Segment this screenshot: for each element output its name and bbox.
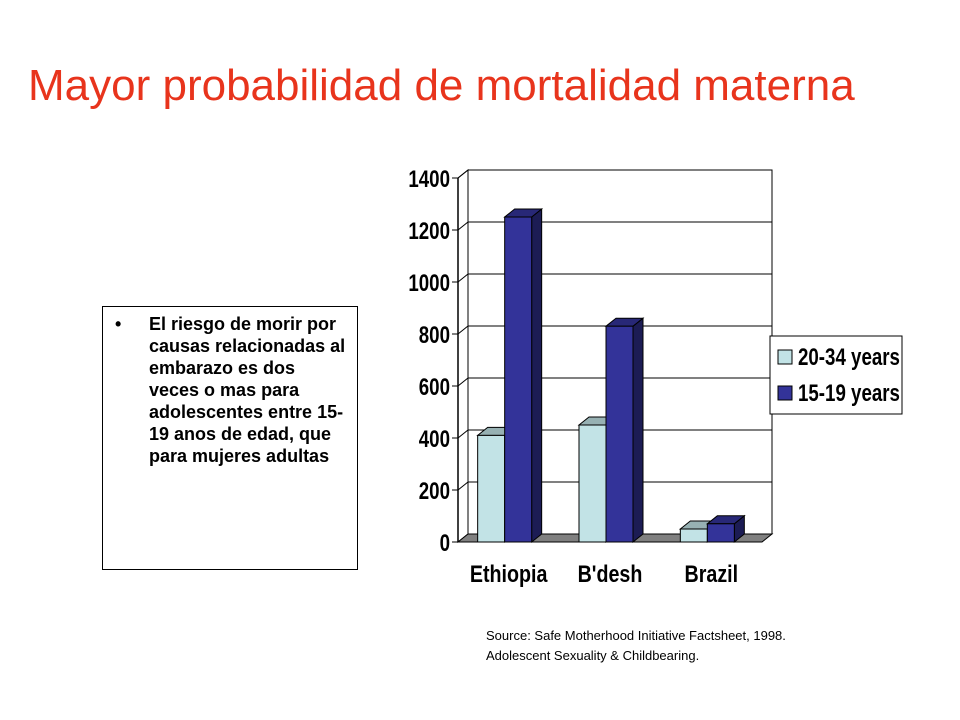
bar bbox=[605, 325, 634, 543]
bar bbox=[578, 424, 607, 543]
y-tick-label: 800 bbox=[419, 322, 450, 349]
source-line-2: Adolescent Sexuality & Childbearing. bbox=[486, 648, 700, 663]
bullet-item: • El riesgo de morir por causas relacion… bbox=[113, 313, 347, 467]
gridline bbox=[457, 429, 772, 439]
y-tick-label: 600 bbox=[419, 374, 450, 401]
legend-swatch bbox=[777, 349, 793, 365]
y-tick-label: 0 bbox=[440, 530, 450, 557]
x-category-label: Brazil bbox=[685, 560, 739, 587]
bar-side bbox=[531, 207, 543, 544]
x-category-label: B'desh bbox=[578, 560, 643, 587]
gridline bbox=[457, 325, 772, 335]
bullet-text-box: • El riesgo de morir por causas relacion… bbox=[102, 306, 358, 570]
bar-side bbox=[632, 317, 644, 544]
bar bbox=[679, 528, 708, 543]
bullet-text: El riesgo de morir por causas relacionad… bbox=[149, 314, 346, 466]
y-tick-label: 200 bbox=[419, 478, 450, 505]
bullet-symbol: • bbox=[115, 314, 122, 334]
source-citation: Source: Safe Motherhood Initiative Facts… bbox=[486, 626, 926, 666]
bar-chart: 0 200 400 600 800 1000 1200 1400 Ethiopia B'desh B… bbox=[408, 166, 903, 587]
y-tick-label: 1000 bbox=[408, 270, 450, 297]
bar bbox=[706, 523, 735, 543]
gridline bbox=[457, 169, 772, 179]
legend-label: 20-34 years bbox=[798, 344, 900, 371]
bar bbox=[504, 216, 533, 543]
y-tick-label: 1200 bbox=[408, 218, 450, 245]
x-category-label: Ethiopia bbox=[470, 560, 548, 587]
gridline bbox=[457, 481, 772, 491]
source-line-1: Source: Safe Motherhood Initiative Facts… bbox=[486, 628, 786, 643]
gridline bbox=[457, 221, 772, 231]
bar bbox=[477, 434, 506, 543]
y-tick-label: 1400 bbox=[408, 166, 450, 193]
slide-title: Mayor probabilidad de mortalidad materna bbox=[28, 61, 855, 110]
gridline bbox=[457, 273, 772, 283]
gridline bbox=[457, 377, 772, 387]
legend-label: 15-19 years bbox=[798, 380, 900, 407]
legend-swatch bbox=[777, 385, 793, 401]
y-tick-label: 400 bbox=[419, 426, 450, 453]
legend-box bbox=[769, 335, 903, 415]
